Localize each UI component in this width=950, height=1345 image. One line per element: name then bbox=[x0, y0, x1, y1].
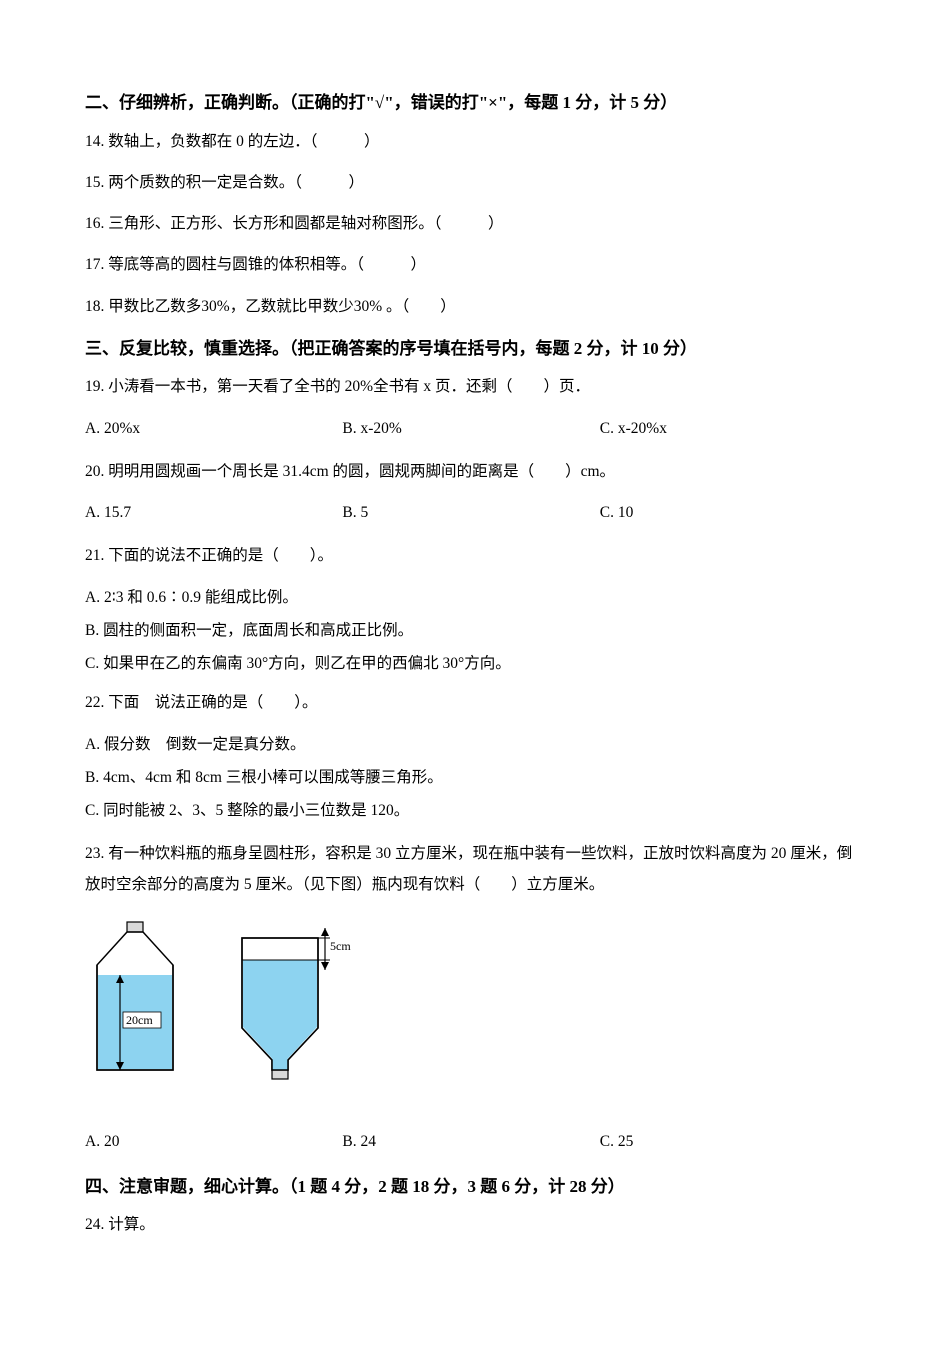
q18-text-1: 18. 甲数比乙数多 bbox=[85, 298, 201, 315]
label-20cm: 20cm bbox=[126, 1013, 153, 1027]
q22-opt-c: C. 同时能被 2、3、5 整除的最小三位数是 120。 bbox=[85, 799, 865, 822]
q18-text-2: ，乙数就比甲数少 bbox=[230, 298, 354, 315]
q20-opt-a: A. 15.7 bbox=[85, 501, 342, 524]
q21-opt-b: B. 圆柱的侧面积一定，底面周长和高成正比例。 bbox=[85, 619, 865, 642]
q18-pct-2: 30% bbox=[354, 298, 382, 315]
q20-options: A. 15.7 B. 5 C. 10 bbox=[85, 501, 865, 524]
q22: 22. 下面 说法正确的是（ ）。 bbox=[85, 691, 865, 714]
q22-opt-a: A. 假分数 倒数一定是真分数。 bbox=[85, 733, 865, 756]
q21: 21. 下面的说法不正确的是（ ）。 bbox=[85, 544, 865, 567]
q24: 24. 计算。 bbox=[85, 1213, 865, 1236]
q15: 15. 两个质数的积一定是合数。（ ） bbox=[85, 171, 865, 194]
q21-opt-a: A. 2∶3 和 0.6∶0.9 能组成比例。 bbox=[85, 586, 865, 609]
q19-opt-b: B. x-20% bbox=[342, 417, 599, 440]
section-4-header: 四、注意审题，细心计算。（1 题 4 分，2 题 18 分，3 题 6 分，计 … bbox=[85, 1174, 865, 1200]
q23-opt-a: A. 20 bbox=[85, 1130, 342, 1153]
q23-options: A. 20 B. 24 C. 25 bbox=[85, 1130, 865, 1153]
q23-opt-b: B. 24 bbox=[342, 1130, 599, 1153]
q20: 20. 明明用圆规画一个周长是 31.4cm 的圆，圆规两脚间的距离是（ ）cm… bbox=[85, 460, 865, 483]
q18: 18. 甲数比乙数多30%，乙数就比甲数少30% 。（ ） bbox=[85, 295, 865, 318]
q21-opt-c: C. 如果甲在乙的东偏南 30°方向，则乙在甲的西偏北 30°方向。 bbox=[85, 652, 865, 675]
q20-opt-c: C. 10 bbox=[600, 501, 865, 524]
q16: 16. 三角形、正方形、长方形和圆都是轴对称图形。（ ） bbox=[85, 212, 865, 235]
q19: 19. 小涛看一本书，第一天看了全书的 20%全书有 x 页．还剩（ ）页． bbox=[85, 375, 865, 398]
q17: 17. 等底等高的圆柱与圆锥的体积相等。（ ） bbox=[85, 253, 865, 276]
q18-pct-1: 30% bbox=[201, 298, 229, 315]
q18-text-3: 。（ ） bbox=[382, 298, 456, 315]
q20-opt-b: B. 5 bbox=[342, 501, 599, 524]
q22-opt-b: B. 4cm、4cm 和 8cm 三根小棒可以围成等腰三角形。 bbox=[85, 766, 865, 789]
label-5cm: 5cm bbox=[330, 939, 351, 953]
q19-options: A. 20%x B. x-20% C. x-20%x bbox=[85, 417, 865, 440]
section-2-header: 二、仔细辨析，正确判断。（正确的打"√"，错误的打"×"，每题 1 分，计 5 … bbox=[85, 90, 865, 116]
bottle-inverted-icon: 5cm bbox=[230, 920, 360, 1080]
q23-figure: 20cm 5cm bbox=[85, 920, 865, 1080]
q19-opt-a: A. 20%x bbox=[85, 417, 342, 440]
section-3-header: 三、反复比较，慎重选择。（把正确答案的序号填在括号内，每题 2 分，计 10 分… bbox=[85, 336, 865, 362]
q23: 23. 有一种饮料瓶的瓶身呈圆柱形，容积是 30 立方厘米，现在瓶中装有一些饮料… bbox=[85, 838, 865, 900]
q19-opt-c: C. x-20%x bbox=[600, 417, 865, 440]
q14: 14. 数轴上，负数都在 0 的左边．（ ） bbox=[85, 130, 865, 153]
bottle-upright-icon: 20cm bbox=[85, 920, 200, 1080]
q23-opt-c: C. 25 bbox=[600, 1130, 865, 1153]
